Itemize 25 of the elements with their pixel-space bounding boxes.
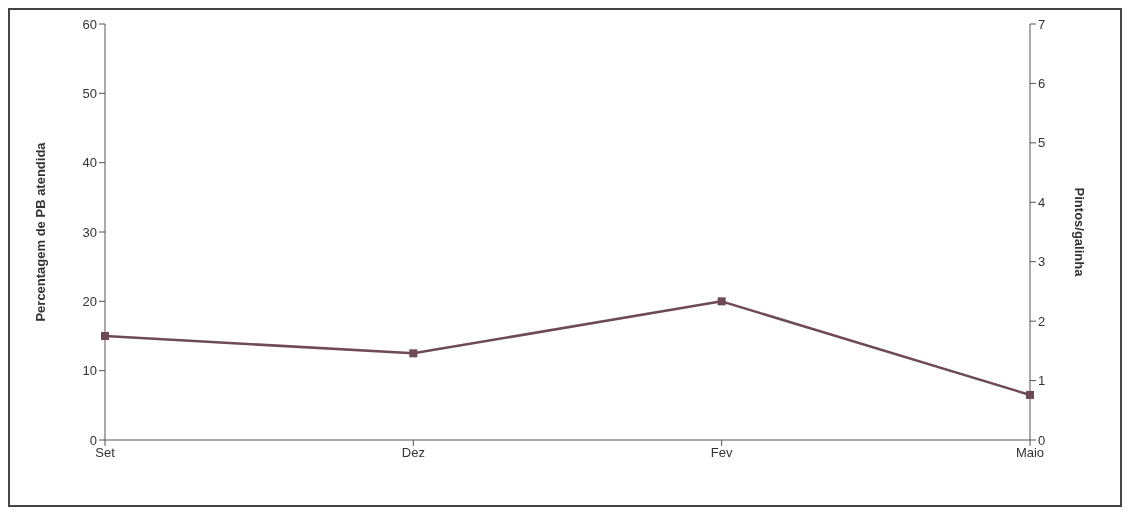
y2-tick-label: 4 xyxy=(1038,194,1046,210)
y2-tick-label: 2 xyxy=(1038,313,1046,329)
y-tick-label: 50 xyxy=(82,85,97,101)
y2-tick-label: 5 xyxy=(1038,135,1046,151)
y2-tick-label: 1 xyxy=(1038,373,1046,389)
y2-axis-title: Pintos/galinha xyxy=(1072,187,1088,278)
y2-tick-label: 0 xyxy=(1038,432,1046,448)
y2-tick-label: 7 xyxy=(1038,16,1046,32)
y2-tick-label: 6 xyxy=(1038,76,1046,92)
point xyxy=(717,297,726,306)
x-tick-label: Dez xyxy=(401,445,425,461)
y-tick-label: 30 xyxy=(82,224,97,240)
point xyxy=(101,332,109,340)
y-axis-title: Percentagem de PB atendida xyxy=(32,141,48,322)
y-tick-label: 40 xyxy=(82,155,97,171)
x-tick-label: Maio xyxy=(1015,445,1045,461)
y-tick-label: 20 xyxy=(82,293,97,309)
point xyxy=(409,349,418,358)
x-tick-label: Set xyxy=(95,445,116,461)
y-tick-label: 60 xyxy=(82,16,97,32)
x-tick-label: Fev xyxy=(710,445,733,461)
y2-tick-label: 3 xyxy=(1038,254,1046,270)
y-tick-label: 0 xyxy=(89,432,97,448)
y-tick-label: 10 xyxy=(82,363,97,379)
point xyxy=(1026,390,1034,399)
